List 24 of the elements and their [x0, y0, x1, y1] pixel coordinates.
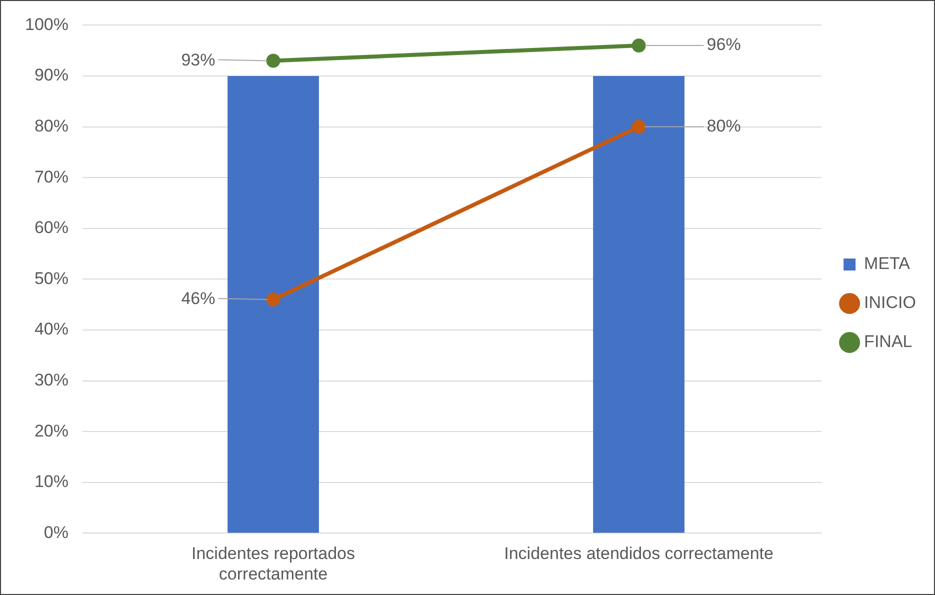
data-label: 93% — [181, 50, 216, 70]
y-tick-label: 80% — [34, 116, 68, 136]
y-tick-label: 20% — [34, 421, 68, 440]
y-tick-label: 40% — [34, 320, 68, 339]
point — [266, 54, 280, 68]
x-tick-label: Incidentes atendidos correctamente — [504, 544, 774, 564]
y-tick-label: 10% — [34, 472, 68, 492]
x-tick-label: Incidentes reportados correctamente — [192, 544, 355, 584]
point — [266, 292, 280, 307]
y-tick-label: 50% — [34, 268, 68, 288]
point — [632, 38, 646, 53]
point — [632, 120, 646, 134]
y-tick-label: 30% — [34, 370, 68, 390]
data-label: 96% — [706, 35, 741, 54]
legend-label: FINAL — [864, 332, 912, 352]
y-tick-label: 70% — [34, 167, 68, 186]
data-label: 80% — [706, 116, 741, 136]
legend-label: INICIO — [864, 293, 916, 312]
legend-label: META — [864, 254, 911, 274]
data-label: 46% — [181, 289, 216, 308]
y-tick-label: 90% — [34, 66, 68, 85]
y-tick-label: 60% — [34, 218, 68, 238]
y-tick-label: 0% — [44, 522, 68, 542]
y-tick-label: 100% — [24, 14, 68, 34]
